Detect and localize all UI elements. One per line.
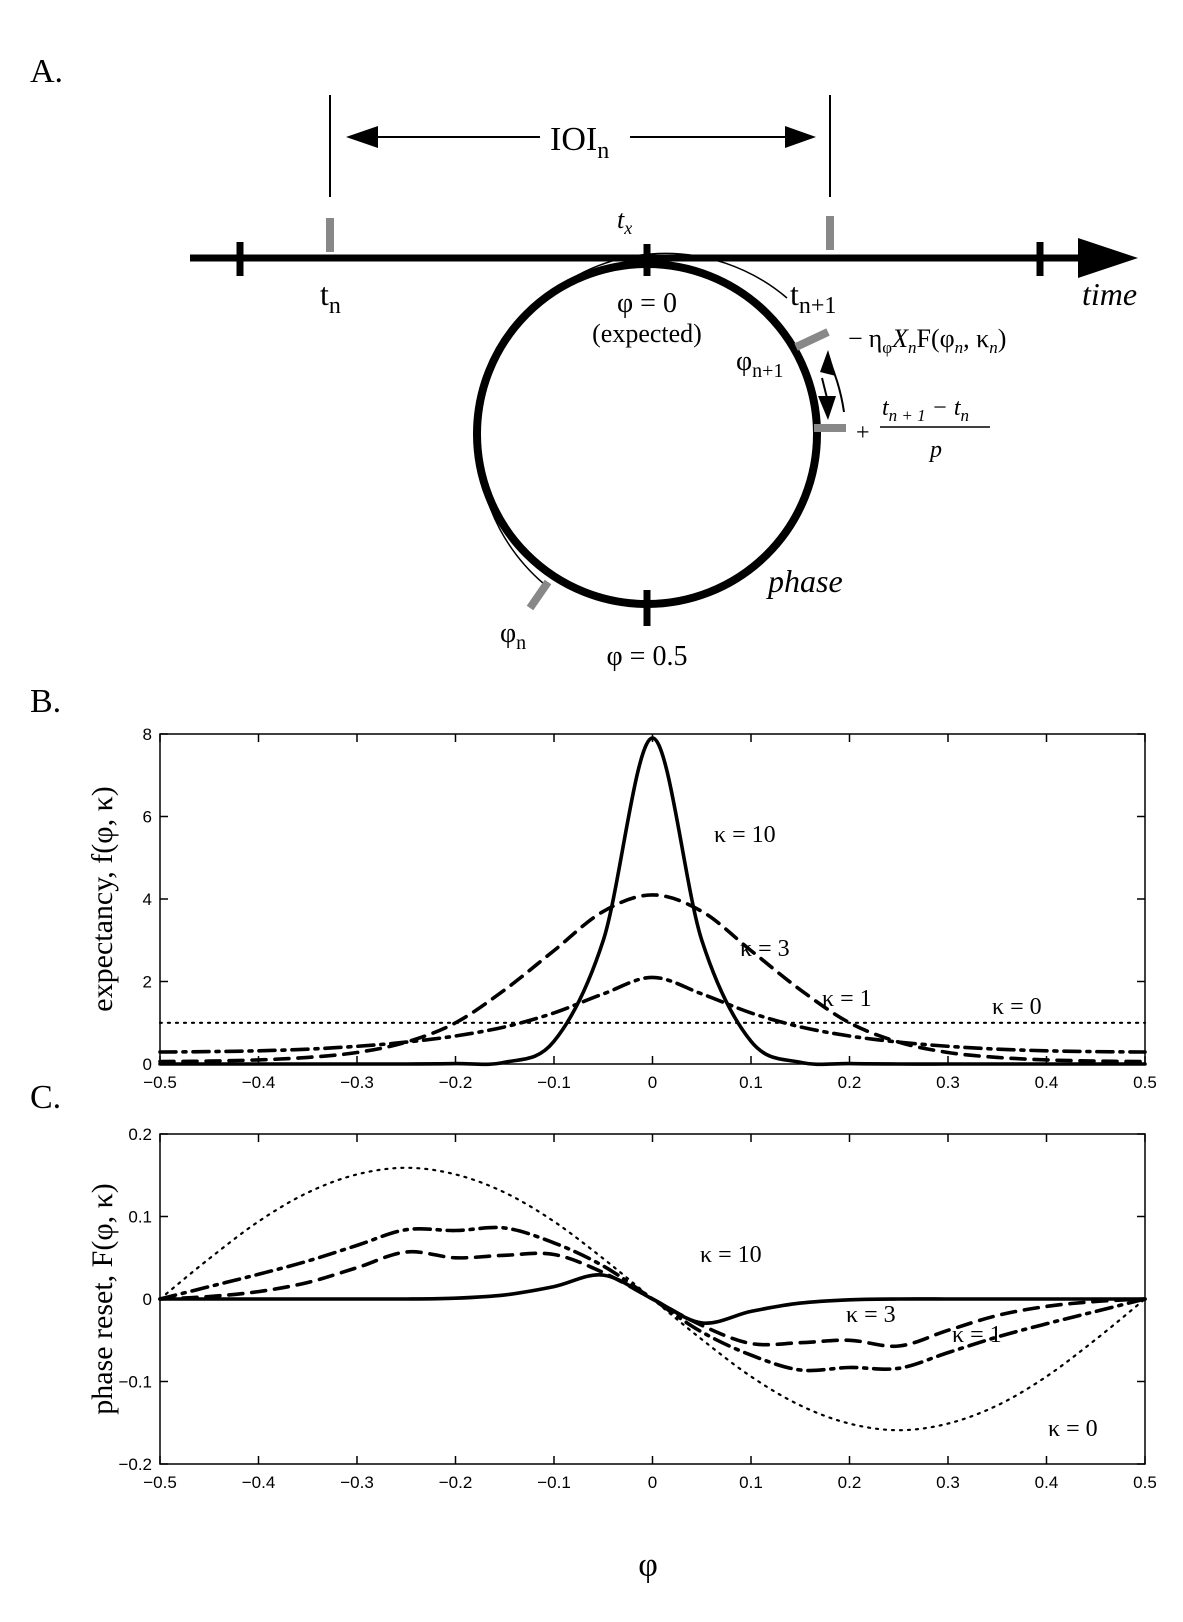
plot-b-xtick-label: −0.3	[340, 1073, 374, 1092]
plot-c-xtick-label: 0.4	[1035, 1473, 1059, 1492]
plot-c-xtick-label: 0.3	[936, 1473, 960, 1492]
correction-equation: − ηφXnF(φn, κn)	[848, 324, 1006, 357]
plot-c-series	[158, 1166, 1147, 1432]
plot-b-ytick-label: 8	[143, 725, 152, 744]
phi05-label: φ = 0.5	[607, 641, 688, 672]
plot-b-xtick-label: −0.2	[439, 1073, 473, 1092]
plot-c-xtick-label: −0.3	[340, 1473, 374, 1492]
plot-c-xtick-label: −0.4	[242, 1473, 276, 1492]
time-label: time	[1082, 276, 1137, 312]
plot-b-series	[158, 736, 1147, 1067]
phin-marker	[526, 579, 552, 611]
plot-b-ylabel: expectancy, f(φ, κ)	[86, 786, 119, 1011]
plot-c-xtick-label: 0.1	[739, 1473, 763, 1492]
time-arrowhead	[1078, 238, 1138, 278]
plot-b-label-k3: κ = 3	[740, 936, 790, 962]
plot-c-xtick-label: −0.1	[537, 1473, 571, 1492]
plot-c-ytick-label: 0	[143, 1290, 152, 1309]
correction-arrowhead-up	[820, 350, 836, 376]
panel-c: C. −0.5 −0.4 −0.3 −0.2 −0.1 0 0.1 0.2 0.3 0.4 0.5−…	[30, 1079, 1157, 1584]
ioi-label: IOIn	[550, 121, 609, 164]
panel-b-label: B.	[30, 683, 61, 720]
plot-c-xtick-label: 0.2	[838, 1473, 862, 1492]
advance-denominator: p	[928, 437, 942, 463]
plot-b-xtick-label: 0.3	[936, 1073, 960, 1092]
panel-a-label: A.	[30, 53, 63, 90]
plot-c-xlabel: φ	[638, 1547, 658, 1584]
plot-b-xtick-label: 0.2	[838, 1073, 862, 1092]
plot-c-xtick-label: −0.5	[143, 1473, 177, 1492]
panel-b: B. −0.5 −0.4 −0.3 −0.2 −0.1 0 0.1 0.2 0.3 0.4 0.5 0…	[30, 683, 1157, 1092]
plot-b-xtick-label: 0	[648, 1073, 657, 1092]
phin1-label: φn+1	[736, 346, 783, 382]
plot-b-xtick-label: 0.5	[1133, 1073, 1157, 1092]
plot-b-series-dashdot	[158, 975, 1147, 1054]
plot-b-series-solid	[158, 736, 1147, 1067]
tx-label: tx	[617, 205, 632, 238]
ioi-arrowhead-left	[346, 126, 378, 148]
plot-b-xtick-label: −0.4	[242, 1073, 276, 1092]
panel-c-label: C.	[30, 1079, 61, 1116]
plot-c-ytick-label: −0.1	[118, 1373, 152, 1392]
plot-c-label-k0: κ = 0	[1048, 1416, 1098, 1442]
plot-c-xtick-label: 0.5	[1133, 1473, 1157, 1492]
plot-b-xtick-label: 0.1	[739, 1073, 763, 1092]
tn-label: tn	[320, 276, 341, 319]
plot-c-label-k10: κ = 10	[700, 1242, 762, 1268]
plot-b-ytick-label: 6	[143, 808, 152, 827]
plot-c-ylabel: phase reset, F(φ, κ)	[86, 1183, 119, 1415]
advance-plus: +	[856, 420, 870, 446]
plot-b-series-dashed	[158, 893, 1147, 1064]
phi0-label: φ = 0	[617, 288, 677, 319]
advance-numerator: tn + 1 − tn	[882, 395, 969, 425]
plot-b-xtick-label: −0.5	[143, 1073, 177, 1092]
elapsed-arc	[477, 252, 788, 585]
plot-b-label-k0: κ = 0	[992, 994, 1042, 1020]
phin1-marker	[794, 328, 830, 351]
plot-c-ytick-label: −0.2	[118, 1455, 152, 1474]
plot-b-ytick-label: 0	[143, 1055, 152, 1074]
plot-c-label-k3: κ = 3	[846, 1302, 896, 1328]
plot-b-ytick-label: 2	[143, 973, 152, 992]
expected-label: (expected)	[592, 319, 702, 348]
phase-label: phase	[766, 563, 843, 599]
plot-b-ytick-label: 4	[143, 890, 152, 909]
ioi-arrowhead-right	[785, 126, 816, 148]
phin-label: φn	[500, 618, 526, 654]
plot-c-series-dotted	[158, 1166, 1147, 1432]
panel-a: A. IOIn tn tn+1 time tx φ = 0 (expect	[30, 53, 1138, 672]
plot-b-label-k10: κ = 10	[714, 822, 776, 848]
plot-c-ytick-label: 0.1	[128, 1208, 152, 1227]
correction-arrowhead-down	[818, 396, 836, 420]
plot-b-ticks: −0.5 −0.4 −0.3 −0.2 −0.1 0 0.1 0.2 0.3 0.4 0.5 0 2 4 6…	[143, 725, 1157, 1092]
plot-b-xtick-label: 0.4	[1035, 1073, 1059, 1092]
plot-c-label-k1: κ = 1	[952, 1322, 1002, 1348]
plot-b-xtick-label: −0.1	[537, 1073, 571, 1092]
tn1-label: tn+1	[790, 276, 836, 319]
plot-c-xtick-label: 0	[648, 1473, 657, 1492]
plot-c-ticks: −0.5 −0.4 −0.3 −0.2 −0.1 0 0.1 0.2 0.3 0.4 0.5 −0.2…	[118, 1125, 1156, 1492]
plot-c-ytick-label: 0.2	[128, 1125, 152, 1144]
plot-b-label-k1: κ = 1	[822, 986, 872, 1012]
plot-c-xtick-label: −0.2	[439, 1473, 473, 1492]
